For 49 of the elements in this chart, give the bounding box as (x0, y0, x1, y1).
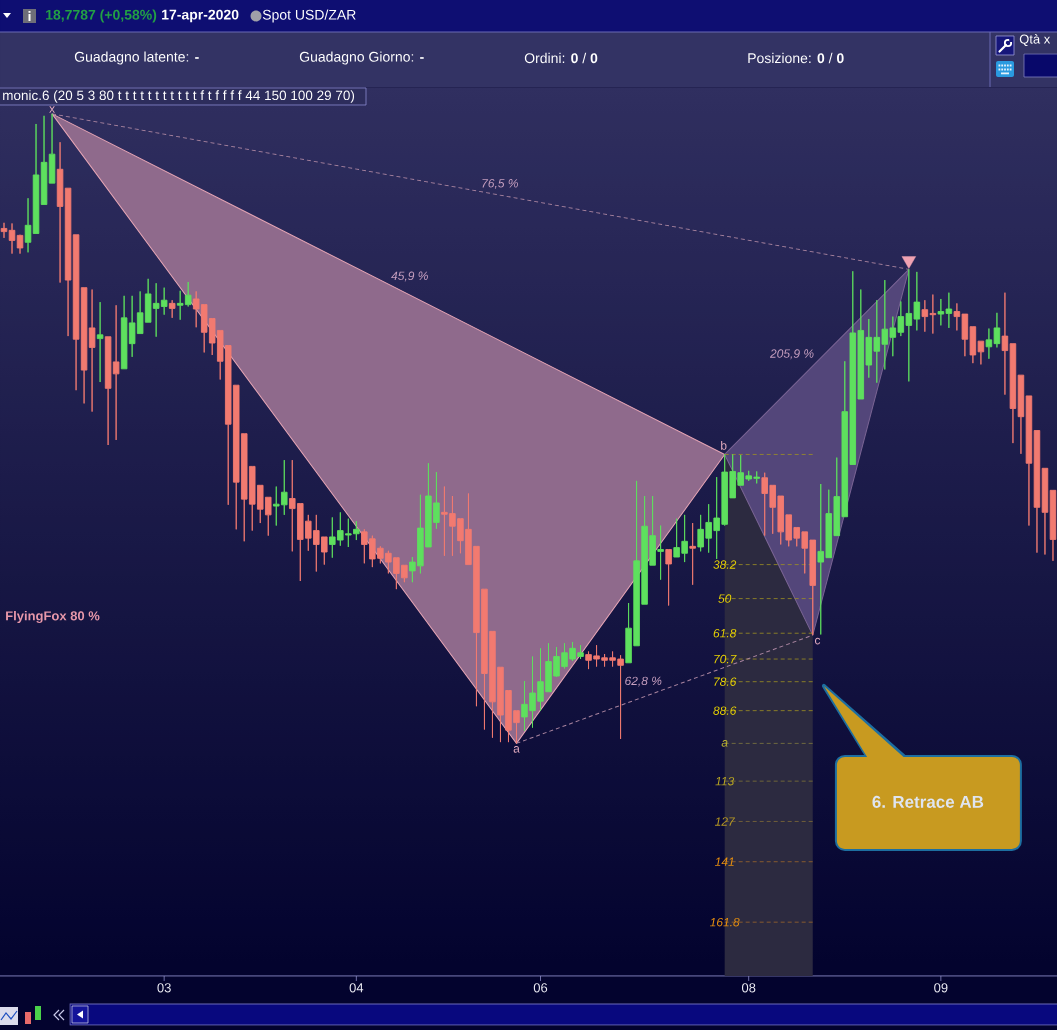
candlestick (1033, 430, 1041, 554)
text: x (49, 106, 55, 113)
candlestick (8, 222, 16, 255)
candlestick (1041, 467, 1049, 555)
annotation: c (814, 637, 821, 645)
candlestick (40, 115, 48, 205)
candlestick (665, 549, 672, 606)
text: Qtà x (1019, 33, 1051, 47)
x-tick-label: 08 (741, 983, 756, 993)
annotation: 113 (715, 776, 735, 786)
annotation: 38.2 (713, 560, 737, 569)
chart-title: Spot USD/ZAR (262, 9, 356, 23)
annotation: 88.6 (713, 706, 737, 715)
annotation: 62,8 % (625, 676, 662, 687)
annotation: 78.6 (714, 677, 737, 686)
annotation: 76,5 % (482, 179, 518, 189)
x-tick-label: 03 (157, 983, 171, 993)
annotation: b (721, 440, 727, 450)
annotation: 50 (718, 594, 732, 603)
text: a (513, 746, 520, 753)
annotation: 70.7 (714, 654, 737, 664)
text: 17-apr-2020 (162, 9, 239, 23)
text: 6. Retrace AB (872, 795, 984, 808)
annotation: 61.8 (713, 628, 737, 638)
annotation: FlyingFox 80 % (6, 610, 100, 624)
text: monic.6 (20 5 3 80 t t t t t t t t t t t f t f f f f 44 150 100 29 70) (3, 90, 355, 103)
text: Guadagno Giorno: - (299, 51, 424, 65)
text: Guadagno latente: - (74, 51, 199, 65)
candlestick (48, 113, 56, 184)
annotation: 205,9 % (769, 349, 814, 360)
annotation: 141 (714, 857, 734, 866)
text: Ordini: 0 / 0 (524, 52, 598, 64)
text: 18,7787 (+0,58%) (46, 9, 157, 23)
text: Posizione: 0 / 0 (748, 52, 844, 64)
annotation: a (721, 740, 728, 747)
candlestick (168, 299, 176, 319)
candlestick (24, 197, 32, 253)
annotation: 161.8 (709, 917, 740, 927)
x-tick-label: 09 (934, 983, 948, 993)
annotation: 127 (714, 817, 736, 826)
x-tick-label: 06 (533, 983, 548, 993)
candlestick (0, 222, 8, 239)
candlestick (32, 123, 40, 234)
candlestick (1049, 489, 1057, 562)
candlestick (96, 301, 104, 383)
candlestick (16, 234, 24, 255)
x-tick-label: 04 (349, 983, 364, 993)
candlestick (689, 522, 696, 586)
annotation: 45,9 % (391, 271, 428, 282)
